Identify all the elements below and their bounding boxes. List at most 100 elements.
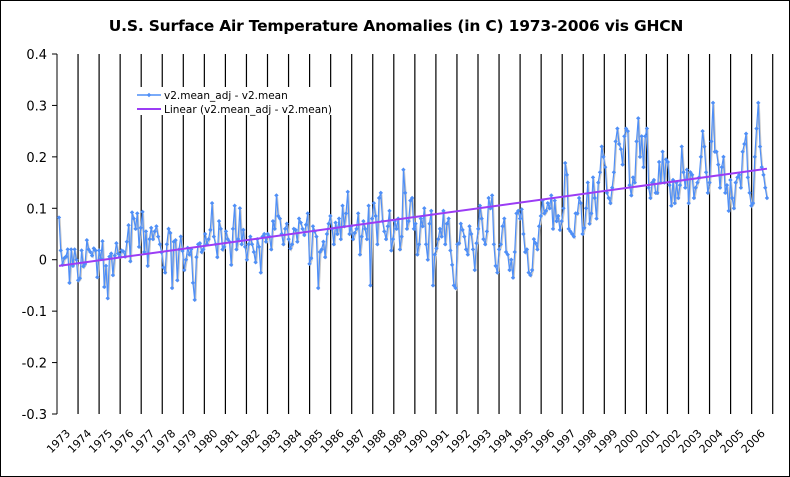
data-point	[277, 216, 283, 221]
data-point	[289, 242, 295, 247]
data-point	[571, 234, 577, 239]
data-point	[688, 170, 693, 175]
data-point	[128, 259, 133, 264]
data-point	[709, 139, 714, 144]
data-point	[202, 231, 208, 237]
data-point	[665, 159, 671, 165]
data-point	[364, 236, 370, 242]
data-point	[561, 206, 566, 211]
data-point	[352, 230, 357, 236]
data-point	[615, 126, 620, 131]
data-point	[263, 239, 269, 244]
data-point	[404, 226, 410, 232]
data-point	[686, 200, 691, 206]
data-point	[326, 221, 331, 226]
data-point	[482, 242, 488, 247]
data-point	[136, 244, 142, 250]
data-point	[124, 239, 130, 244]
data-point	[761, 172, 766, 178]
data-point	[470, 247, 476, 252]
data-point	[140, 209, 145, 215]
data-point	[58, 248, 63, 253]
legend-trend-label: Linear (v2.mean_adj - v2.mean)	[164, 104, 332, 116]
data-point	[436, 236, 441, 242]
data-point	[489, 193, 495, 198]
data-point	[314, 234, 319, 239]
data-point	[554, 218, 559, 224]
data-point	[67, 280, 72, 286]
data-point	[195, 242, 201, 247]
data-point	[437, 226, 443, 232]
data-point	[556, 213, 561, 219]
data-point	[484, 229, 490, 234]
data-point	[315, 285, 321, 291]
data-point	[145, 263, 150, 269]
data-point	[611, 170, 617, 175]
data-point	[183, 257, 189, 262]
data-point	[738, 185, 744, 190]
data-point	[442, 242, 448, 247]
data-point	[74, 257, 79, 262]
data-point	[637, 154, 643, 160]
data-point	[594, 216, 599, 221]
data-point	[242, 244, 248, 250]
data-point	[72, 247, 77, 252]
data-point	[566, 226, 571, 232]
data-point	[731, 206, 737, 211]
data-point	[703, 170, 709, 175]
data-point	[347, 231, 352, 237]
data-point	[415, 252, 420, 257]
data-point	[477, 203, 483, 208]
data-point	[669, 203, 674, 208]
data-point	[253, 260, 258, 265]
data-point	[689, 172, 695, 178]
data-point	[698, 154, 704, 160]
data-point	[258, 270, 263, 275]
data-point	[321, 239, 326, 244]
data-point	[229, 262, 234, 268]
data-point	[270, 218, 276, 224]
data-point	[194, 254, 199, 260]
data-point	[284, 221, 290, 226]
data-point	[716, 162, 721, 167]
data-point	[114, 241, 119, 246]
data-point	[298, 220, 303, 225]
data-point	[763, 185, 768, 190]
y-tick-label: 0.4	[26, 48, 47, 63]
data-point	[423, 242, 429, 247]
data-point	[667, 182, 672, 188]
data-point	[545, 200, 550, 206]
data-point	[197, 241, 203, 246]
data-point	[557, 227, 563, 233]
data-point	[599, 144, 604, 149]
data-point	[648, 195, 653, 201]
data-point	[736, 172, 742, 178]
data-point	[629, 193, 634, 198]
data-point	[338, 236, 343, 242]
data-point	[107, 254, 112, 259]
data-point	[93, 248, 98, 253]
y-axis: -0.3 -0.2 -0.1 0 0.1 0.2 0.3 0.4	[22, 48, 58, 423]
data-point	[500, 224, 505, 229]
data-point	[676, 195, 681, 201]
data-point	[169, 285, 175, 291]
data-point	[401, 167, 406, 172]
data-point	[747, 190, 752, 196]
y-tick-label: 0.1	[26, 202, 47, 217]
data-point	[152, 229, 157, 234]
data-point	[729, 195, 735, 201]
data-point	[244, 257, 250, 262]
data-point	[575, 211, 580, 216]
data-point	[333, 220, 338, 225]
data-point	[182, 267, 187, 273]
data-point	[463, 247, 469, 252]
data-point	[84, 237, 90, 243]
data-point	[375, 242, 380, 247]
data-point	[68, 247, 74, 252]
data-point	[759, 164, 764, 170]
data-point	[602, 164, 608, 170]
data-point	[286, 236, 291, 242]
x-tick-label: 2006	[739, 427, 768, 456]
data-point	[589, 211, 594, 216]
data-point	[714, 149, 719, 154]
